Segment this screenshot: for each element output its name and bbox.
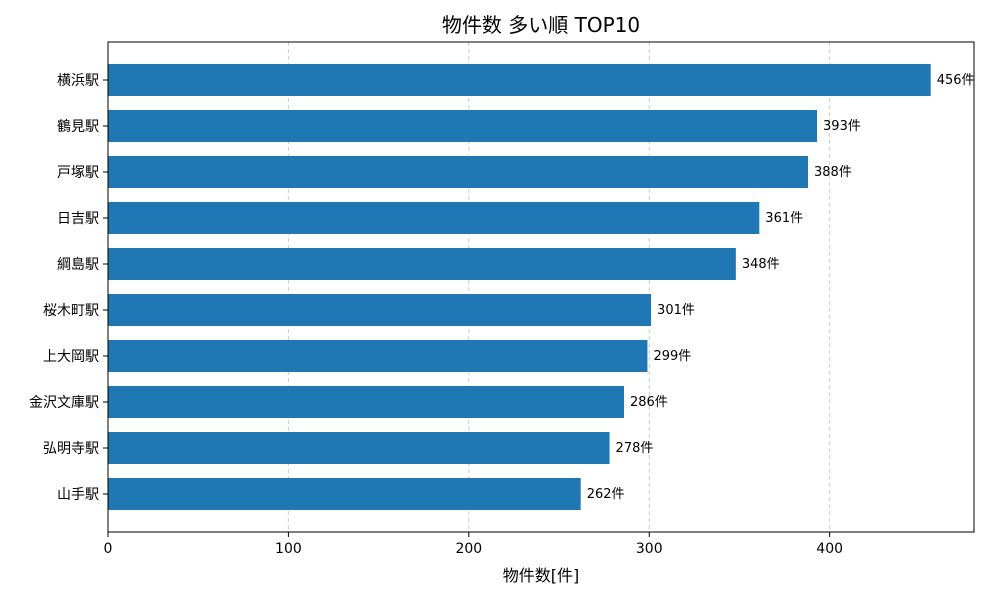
- bar: [108, 110, 818, 142]
- data-label: 361件: [765, 211, 803, 226]
- category-label: 日吉駅: [57, 211, 99, 227]
- category-label: 綱島駅: [57, 257, 99, 273]
- bar: [108, 478, 581, 510]
- bar: [108, 432, 610, 464]
- bar: [108, 340, 648, 372]
- data-label: 299件: [653, 349, 691, 364]
- bar: [108, 294, 652, 326]
- data-labels: 456件 393件 388件 361件 348件 301件 299件 286件 278件 262件: [587, 73, 975, 502]
- bar: [108, 386, 624, 418]
- data-label: 286件: [630, 395, 668, 410]
- x-tick-label: 0: [104, 541, 113, 557]
- category-label: 金沢文庫駅: [29, 394, 99, 411]
- x-tick-label: 300: [636, 541, 663, 557]
- x-tick-label: 100: [275, 541, 302, 557]
- category-label: 弘明寺駅: [43, 441, 99, 457]
- data-label: 393件: [823, 119, 861, 134]
- bars: [108, 64, 931, 510]
- category-label: 上大岡駅: [43, 349, 99, 365]
- category-label: 桜木町駅: [43, 303, 99, 319]
- x-axis-ticks: 0 100 200 300 400: [104, 532, 843, 557]
- data-label: 456件: [937, 73, 975, 88]
- x-axis-label: 物件数[件]: [503, 566, 580, 585]
- category-label: 横浜駅: [57, 73, 99, 89]
- data-label: 301件: [657, 303, 695, 318]
- x-tick-label: 200: [455, 541, 482, 557]
- category-label: 戸塚駅: [57, 165, 99, 181]
- bar: [108, 156, 809, 188]
- category-label: 鶴見駅: [57, 118, 99, 135]
- x-tick-label: 400: [816, 541, 843, 557]
- data-label: 348件: [742, 257, 780, 272]
- category-label: 山手駅: [57, 487, 99, 503]
- chart-title: 物件数 多い順 TOP10: [442, 13, 640, 37]
- data-label: 262件: [587, 487, 625, 502]
- bar: [108, 202, 760, 234]
- data-label: 278件: [616, 441, 654, 456]
- bar: [108, 248, 736, 280]
- data-label: 388件: [814, 165, 852, 180]
- bar: [108, 64, 931, 96]
- plot-frame: [107, 41, 975, 533]
